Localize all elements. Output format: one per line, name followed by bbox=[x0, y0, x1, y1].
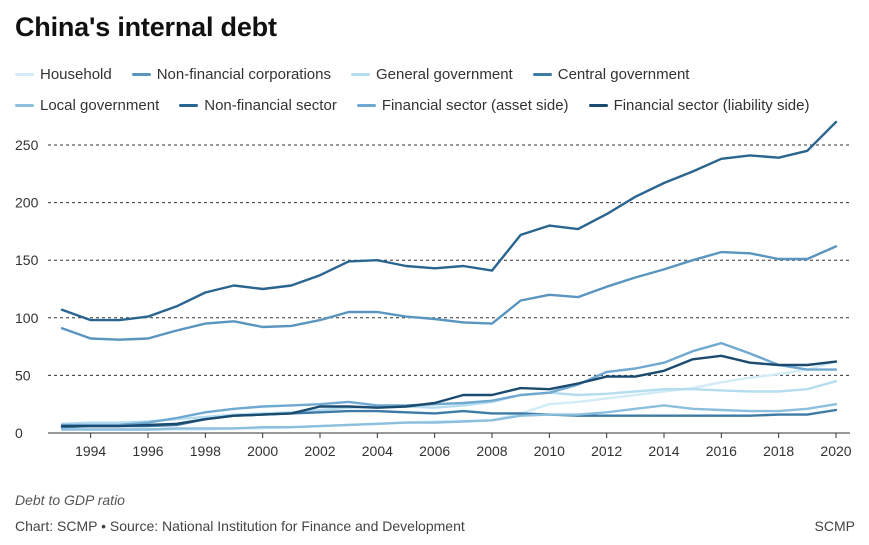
x-tick-label-2014: 2014 bbox=[648, 443, 679, 459]
axis-layer: 0 50 100 150 200 250 1994 1996 1998 2000 2002 2004 2… bbox=[15, 137, 852, 459]
legend-item-general-government: General government bbox=[350, 65, 513, 83]
legend-label-local-government: Local government bbox=[40, 96, 160, 114]
chart-title: China's internal debt bbox=[15, 12, 277, 42]
chart-footnote: Debt to GDP ratio bbox=[15, 492, 125, 508]
x-tick-label-1994: 1994 bbox=[75, 443, 106, 459]
legend-item-household: Household bbox=[15, 66, 112, 83]
y-tick-label-200: 200 bbox=[15, 195, 39, 211]
series-line-non-financial-corporations bbox=[60, 245, 838, 341]
legend-label-general-government: General government bbox=[375, 65, 513, 83]
legend-swatch-central-government bbox=[532, 72, 552, 76]
x-tick-label-2016: 2016 bbox=[706, 443, 737, 459]
legend-swatch-financial-sector-liability bbox=[588, 103, 608, 107]
legend-label-financial-sector-asset: Financial sector (asset side) bbox=[381, 96, 569, 114]
y-tick-label-250: 250 bbox=[15, 137, 39, 153]
legend-item-central-government: Central government bbox=[532, 65, 690, 83]
legend-label-household: Household bbox=[40, 65, 112, 83]
legend-label-central-government: Central government bbox=[557, 65, 690, 83]
x-tick-label-2002: 2002 bbox=[304, 443, 335, 459]
x-tick-label-2018: 2018 bbox=[763, 443, 794, 459]
series-line-financial-sector-liability-side bbox=[60, 354, 838, 428]
x-tick-label-2004: 2004 bbox=[362, 443, 393, 459]
chart-legend: Household Non-financial corporations Gen… bbox=[15, 62, 865, 124]
series-line-local-government bbox=[60, 403, 838, 431]
legend-item-non-financial-corporations: Non-financial corporations bbox=[131, 65, 331, 83]
legend-row-2: Local government Non-financial sector Fi… bbox=[15, 93, 865, 117]
y-tick-label-150: 150 bbox=[15, 252, 39, 268]
x-tick-label-1998: 1998 bbox=[190, 443, 221, 459]
series-line-general-government bbox=[60, 380, 838, 425]
legend-item-financial-sector-liability: Financial sector (liability side) bbox=[588, 96, 810, 114]
chart-credit: Chart: SCMP • Source: National Instituti… bbox=[15, 518, 465, 534]
x-tick-label-1996: 1996 bbox=[132, 443, 163, 459]
y-tick-label-100: 100 bbox=[15, 310, 39, 326]
legend-item-financial-sector-asset: Financial sector (asset side) bbox=[356, 96, 569, 114]
legend-swatch-household bbox=[15, 72, 34, 76]
legend-swatch-local-government bbox=[15, 103, 34, 107]
series-line-non-financial-sector bbox=[60, 120, 838, 322]
x-tick-label-2008: 2008 bbox=[476, 443, 507, 459]
x-tick-label-2012: 2012 bbox=[591, 443, 622, 459]
x-tick-label-2010: 2010 bbox=[534, 443, 565, 459]
brand-label: SCMP bbox=[814, 518, 855, 534]
legend-label-financial-sector-liability: Financial sector (liability side) bbox=[613, 96, 810, 114]
grid-layer bbox=[48, 144, 850, 376]
x-tick-label-2020: 2020 bbox=[820, 443, 851, 459]
y-tick-label-50: 50 bbox=[15, 367, 31, 383]
legend-row-1: Household Non-financial corporations Gen… bbox=[15, 62, 865, 86]
x-tick-label-2006: 2006 bbox=[419, 443, 450, 459]
x-tick-label-2000: 2000 bbox=[247, 443, 278, 459]
legend-item-non-financial-sector: Non-financial sector bbox=[179, 97, 337, 114]
legend-swatch-non-financial-sector bbox=[179, 103, 199, 107]
legend-label-non-financial-corporations: Non-financial corporations bbox=[156, 65, 331, 83]
legend-label-non-financial-sector: Non-financial sector bbox=[204, 96, 337, 114]
y-tick-label-0: 0 bbox=[15, 425, 23, 441]
series-line-financial-sector-asset-side bbox=[60, 341, 838, 427]
legend-item-local-government: Local government bbox=[15, 97, 159, 114]
series-layer bbox=[60, 120, 838, 431]
legend-swatch-financial-sector-asset bbox=[356, 103, 376, 107]
legend-swatch-non-financial-corporations bbox=[131, 72, 151, 76]
legend-swatch-general-government bbox=[350, 72, 370, 76]
